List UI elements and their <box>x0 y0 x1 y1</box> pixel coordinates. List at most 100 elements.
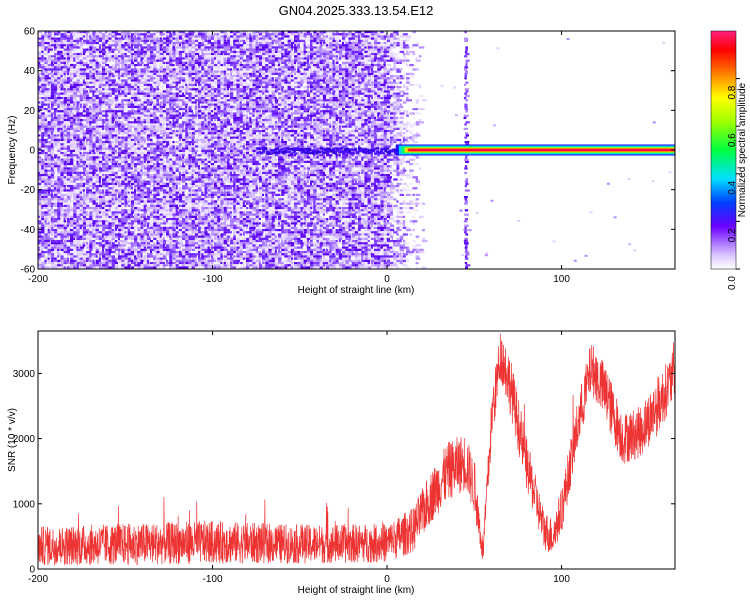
spectrogram-cell <box>98 81 103 84</box>
spectrogram-cell <box>396 99 400 102</box>
spectrogram-cell <box>226 103 231 106</box>
spectrogram-cell <box>188 75 194 78</box>
spectrogram-cell <box>242 88 246 91</box>
spectrogram-cell <box>50 68 55 71</box>
spectrogram-cell <box>281 105 287 108</box>
spectrogram-cell <box>185 99 188 102</box>
spectrogram-cell <box>223 50 230 53</box>
spectrogram-cell <box>246 121 249 124</box>
spectrogram-cell <box>79 75 84 78</box>
spectrogram-cell <box>70 57 74 60</box>
spectrogram-cell <box>258 81 264 84</box>
spectrogram-cell <box>156 108 159 111</box>
spectrogram-cell <box>294 57 298 60</box>
spectrogram-cell <box>367 50 373 53</box>
spectrogram-cell <box>92 59 96 62</box>
spectrogram-cell <box>191 125 195 128</box>
spectrogram-cell <box>290 119 295 122</box>
spectrogram-cell <box>377 72 381 75</box>
spectrogram-cell <box>367 64 373 67</box>
spectrogram-cell <box>137 114 143 117</box>
spectrogram-cell <box>386 53 393 56</box>
spectrogram-cell <box>44 75 50 78</box>
spectrogram-cell <box>255 31 260 34</box>
spectrogram-cell <box>345 101 350 104</box>
spectrogram-cell <box>182 64 187 67</box>
spectrogram-cell <box>300 55 303 58</box>
spectrogram-cell <box>246 57 251 60</box>
spectrogram-cell <box>316 86 322 89</box>
spectrogram-cell <box>204 72 210 75</box>
spectrogram-cell <box>185 72 191 75</box>
spectrogram-cell <box>268 127 274 130</box>
spectrogram-cell <box>265 46 271 49</box>
spectrogram-cell <box>335 103 341 106</box>
spectrogram-cell <box>92 110 99 113</box>
spectrogram-cell <box>287 108 293 111</box>
spectrogram-cell <box>364 130 367 133</box>
spectrogram-cell <box>194 72 198 75</box>
spectrogram-cell <box>108 88 114 91</box>
spectrogram-cell <box>159 90 164 93</box>
spectrogram-cell <box>188 46 193 49</box>
spectrogram-cell <box>57 86 60 89</box>
spectrogram-cell <box>406 79 409 82</box>
spectrogram-cell <box>217 103 223 106</box>
spectrogram-cell <box>134 90 137 93</box>
spectrogram-cell <box>393 59 399 62</box>
spectrogram-cell <box>271 46 277 49</box>
spectrogram-cell <box>47 31 53 34</box>
spectrogram-cell <box>287 50 293 53</box>
spectrogram-cell <box>127 35 131 38</box>
spectrogram-cell <box>207 81 214 84</box>
spectrogram-cell <box>153 37 157 40</box>
spectrogram-cell <box>188 81 194 84</box>
spectrogram-cell <box>92 55 99 58</box>
spectrogram-cell <box>63 77 67 80</box>
spectrogram-cell <box>351 61 357 64</box>
spectrogram-cell <box>300 81 304 84</box>
spectrogram-cell <box>73 94 79 97</box>
spectrogram-cell <box>127 70 133 73</box>
spectrogram-cell <box>98 66 104 69</box>
spectrogram-cell <box>233 79 238 82</box>
spectrogram-cell <box>274 55 279 58</box>
spectrogram-cell <box>198 75 202 78</box>
spectrogram-cell <box>358 37 361 40</box>
spectrogram-cell <box>220 81 223 84</box>
spectrogram-cell <box>303 59 309 62</box>
spectrogram-cell <box>313 64 317 67</box>
spectrogram-cell <box>130 99 136 102</box>
spectrogram-cell <box>143 44 146 47</box>
spectrogram-cell <box>159 81 165 84</box>
spectrogram-cell <box>345 53 349 56</box>
spectrogram-cell <box>399 35 406 38</box>
spectrogram-cell <box>60 127 63 130</box>
spectrogram-cell <box>386 105 391 108</box>
spectrogram-cell <box>66 33 72 36</box>
spectrogram-cell <box>230 37 236 40</box>
spectrogram-cell <box>380 116 384 119</box>
spectrogram-cell <box>143 68 150 71</box>
spectrogram-cell <box>130 116 137 119</box>
spectrogram-cell <box>127 116 132 119</box>
spectrogram-cell <box>364 44 371 47</box>
spectrogram-cell <box>130 72 136 75</box>
spectrogram-cell <box>63 66 68 69</box>
spectrogram-cell <box>89 46 93 49</box>
spectrogram-cell <box>313 33 320 36</box>
spectrogram-cell <box>54 119 60 122</box>
spectrogram-cell <box>249 90 255 93</box>
spectrogram-cell <box>255 75 261 78</box>
spectrogram-cell <box>121 123 126 126</box>
spectrogram-cell <box>44 72 49 75</box>
spectrogram-cell <box>361 72 366 75</box>
spectrogram-cell <box>89 125 93 128</box>
spectrogram-cell <box>284 33 288 36</box>
spectrogram-cell <box>210 42 215 45</box>
spectrogram-cell <box>348 33 353 36</box>
spectrogram-cell <box>172 42 178 45</box>
spectrogram-cell <box>153 50 159 53</box>
spectrogram-cell <box>354 99 358 102</box>
spectrogram-cell <box>345 103 350 106</box>
